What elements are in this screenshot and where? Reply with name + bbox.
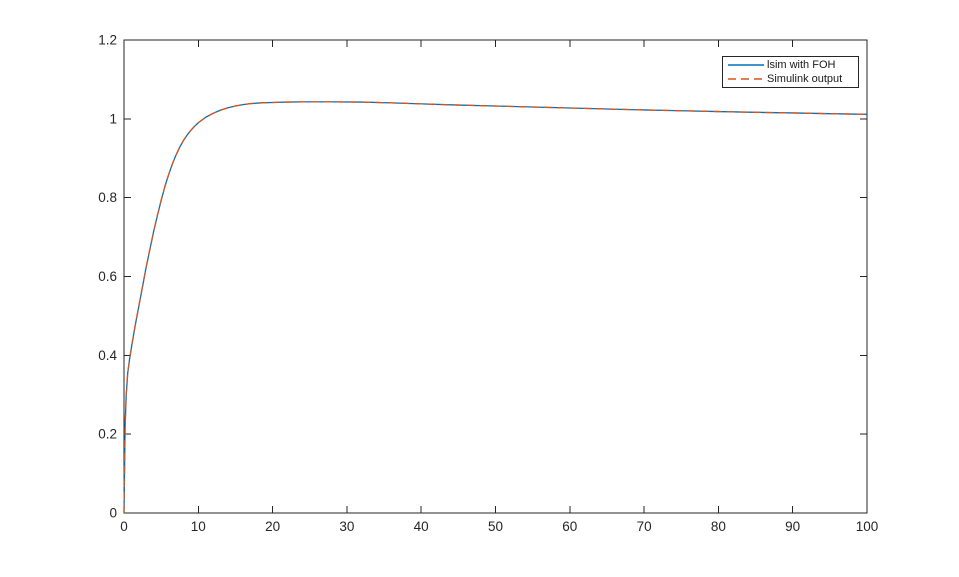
solid-line-glyph [728,64,764,66]
x-tick-label: 30 [339,519,354,534]
x-tick-label: 50 [488,519,503,534]
series-line-simulink-output [123,101,868,514]
x-tick-label: 100 [856,519,879,534]
y-tick-label: 0.8 [98,190,117,205]
axes-box [123,39,868,514]
y-tick-label: 0.2 [98,427,117,442]
legend-line-sample-solid [728,58,764,72]
x-tick-label: 0 [120,519,128,534]
dashed-line-glyph [728,78,764,80]
legend-label: lsim with FOH [767,59,836,71]
x-tick-label: 70 [637,519,652,534]
legend: lsim with FOH Simulink output [722,56,859,88]
y-tick-label: 0 [109,506,117,521]
x-tick-label: 90 [785,519,800,534]
legend-entry-simulink-output: Simulink output [728,72,858,86]
legend-line-sample-dashed [728,72,764,86]
legend-entry-lsim-with-foh: lsim with FOH [728,58,858,72]
y-tick-label: 1.2 [98,33,117,48]
y-tick-label: 1 [109,111,117,126]
x-tick-label: 60 [562,519,577,534]
x-tick-label: 20 [265,519,280,534]
y-tick-label: 0.4 [98,348,117,363]
series-line-lsim-with-foh [123,101,868,514]
x-tick-label: 40 [414,519,429,534]
x-tick-label: 80 [711,519,726,534]
axes: 0 10 20 30 40 50 60 70 80 90 100 0 0.2 0.4 0.6 0.8 1 1.2 [98,33,878,535]
legend-label: Simulink output [767,73,843,85]
x-tick-label: 10 [191,519,206,534]
y-tick-label: 0.6 [98,269,117,284]
